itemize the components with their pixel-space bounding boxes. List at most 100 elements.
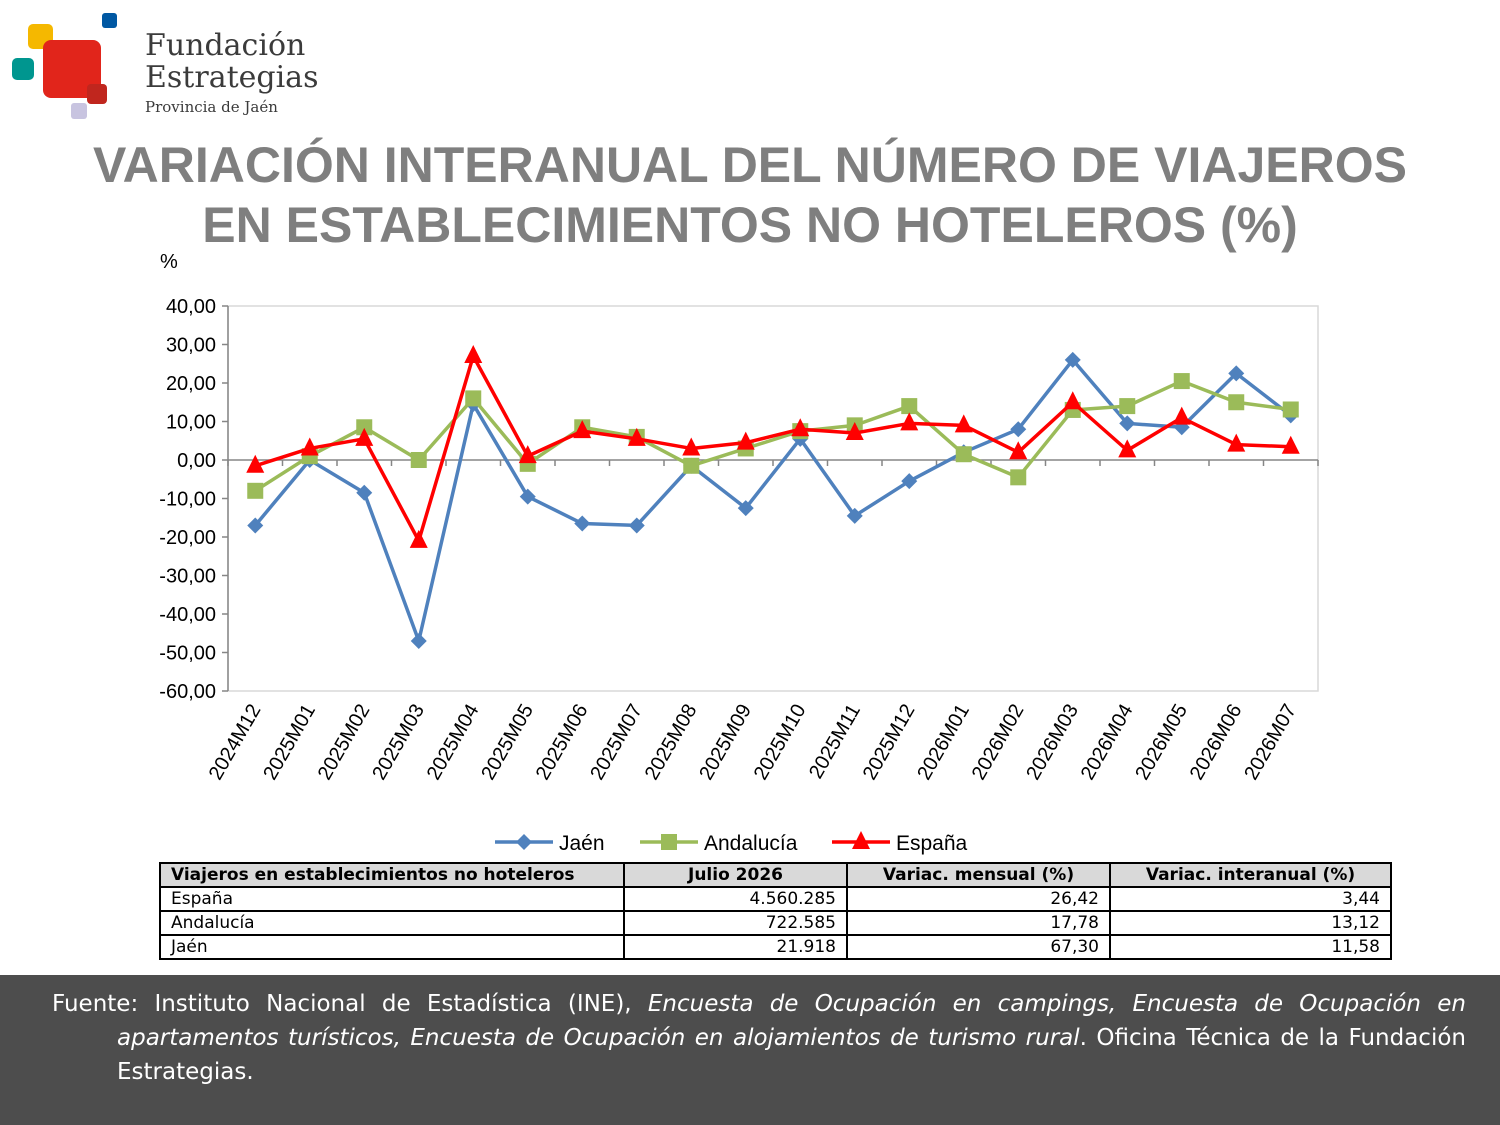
table-cell: 17,78 xyxy=(846,910,1111,936)
data-point xyxy=(465,390,482,407)
title-line1: VARIACIÓN INTERANUAL DEL NÚMERO DE VIAJE… xyxy=(92,137,1407,193)
table-row: Andalucía 722.585 17,78 13,12 xyxy=(159,910,1392,936)
page-title: VARIACIÓN INTERANUAL DEL NÚMERO DE VIAJE… xyxy=(0,135,1500,255)
data-point xyxy=(791,418,810,437)
data-point xyxy=(845,422,864,441)
data-point xyxy=(1063,391,1082,410)
series-triangle xyxy=(246,345,1300,548)
y-tick-label: 10,00 xyxy=(166,412,216,434)
legend-label: Andalucía xyxy=(704,832,798,855)
source-note: Fuente: Instituto Nacional de Estadístic… xyxy=(52,987,1466,1089)
x-tick-label: 2025M03 xyxy=(368,701,429,784)
legend-marker xyxy=(852,831,870,849)
series-line xyxy=(253,358,1292,643)
data-point xyxy=(356,419,373,436)
data-point xyxy=(1228,394,1245,411)
x-tick-label: 2026M01 xyxy=(913,701,974,784)
data-point xyxy=(410,632,427,649)
series-diamond xyxy=(247,351,1299,649)
table-cell: 4.560.285 xyxy=(623,886,848,912)
x-tick-label: 2025M07 xyxy=(586,701,647,784)
line-chart: % 40,00 30,00 20,00 10,00 0,00 -10,00 -20,00 -3… xyxy=(159,251,1319,855)
data-point xyxy=(410,452,427,468)
data-point xyxy=(464,345,483,364)
x-tick-label: 2025M02 xyxy=(314,701,375,784)
table-cell: 26,42 xyxy=(846,886,1111,912)
data-point xyxy=(300,437,319,456)
x-tick-label: 2025M12 xyxy=(859,701,920,784)
y-tick-label: 30,00 xyxy=(166,335,216,357)
data-point xyxy=(1173,373,1190,390)
source-footer: Fuente: Instituto Nacional de Estadístic… xyxy=(0,975,1500,1125)
data-point xyxy=(1009,441,1028,460)
series-square xyxy=(247,373,1299,499)
plot-area xyxy=(227,305,1319,692)
legend-marker xyxy=(661,834,677,850)
y-tick-label: -30,00 xyxy=(159,566,216,588)
data-point xyxy=(246,454,265,473)
x-tick-label: 2026M02 xyxy=(968,701,1029,784)
table-cell: Jaén xyxy=(159,934,625,960)
table-cell: 67,30 xyxy=(846,934,1111,960)
y-tick-label: -50,00 xyxy=(159,643,216,665)
data-point xyxy=(737,500,754,517)
table-cell: 13,12 xyxy=(1109,910,1392,936)
title-line2: EN ESTABLECIMIENTOS NO HOTELEROS (%) xyxy=(202,197,1298,253)
data-point xyxy=(683,457,700,474)
data-point xyxy=(954,414,973,433)
x-tick-label: 2025M11 xyxy=(805,701,865,783)
y-tick-label: -60,00 xyxy=(159,681,216,703)
y-tick-label: -40,00 xyxy=(159,604,216,626)
logo-name-line2: Estrategias xyxy=(145,60,319,95)
x-tick-label: 2025M09 xyxy=(695,701,756,784)
data-point xyxy=(356,484,373,501)
data-point xyxy=(1118,439,1137,458)
data-point xyxy=(1119,415,1136,432)
table-row: España 4.560.285 26,42 3,44 xyxy=(159,886,1392,912)
series-line xyxy=(254,379,1291,493)
table-cell: 11,58 xyxy=(1109,934,1392,960)
summary-table: Viajeros en establecimientos no hotelero… xyxy=(159,862,1392,960)
data-point xyxy=(574,515,591,532)
data-point xyxy=(627,427,646,446)
y-tick-label: -20,00 xyxy=(159,527,216,549)
table-header: Variac. mensual (%) xyxy=(846,862,1111,888)
y-tick-label: 40,00 xyxy=(166,296,216,318)
legend-label: España xyxy=(896,832,968,855)
data-point xyxy=(900,412,919,431)
table-cell: 21.918 xyxy=(623,934,848,960)
source-lead: Fuente: Instituto Nacional de Estadístic… xyxy=(52,991,648,1017)
x-tick-label: 2026M06 xyxy=(1186,701,1247,784)
x-tick-label: 2025M04 xyxy=(423,701,484,784)
table-header: Variac. interanual (%) xyxy=(1109,862,1392,888)
y-tick-label: -10,00 xyxy=(159,489,216,511)
data-point xyxy=(1281,435,1300,454)
data-point xyxy=(1282,401,1299,418)
x-tick-label: 2026M07 xyxy=(1240,701,1301,784)
data-point xyxy=(1227,433,1246,452)
data-point xyxy=(901,398,918,415)
data-point xyxy=(736,431,755,450)
x-tick-label: 2025M05 xyxy=(477,701,538,784)
series-line xyxy=(254,354,1291,543)
data-point xyxy=(682,437,701,456)
x-tick-label: 2025M01 xyxy=(259,701,320,784)
data-point xyxy=(628,517,645,534)
table-cell: 3,44 xyxy=(1109,886,1392,912)
table-cell: España xyxy=(159,886,625,912)
data-point xyxy=(247,517,264,534)
y-tick-label: 0,00 xyxy=(177,450,216,472)
data-point xyxy=(1010,469,1027,486)
x-tick-label: 2026M05 xyxy=(1131,701,1192,784)
legend-marker xyxy=(516,834,532,850)
data-point xyxy=(409,529,428,548)
x-tick-label: 2025M08 xyxy=(641,701,702,784)
table-cell: Andalucía xyxy=(159,910,625,936)
data-point xyxy=(1010,421,1027,438)
data-point xyxy=(1119,398,1136,415)
logo: Fundación Estrategias Provincia de Jaén xyxy=(10,10,318,125)
logo-subtitle: Provincia de Jaén xyxy=(145,98,278,116)
data-point xyxy=(573,420,592,439)
data-point xyxy=(519,488,536,505)
table-header: Julio 2026 xyxy=(623,862,848,888)
